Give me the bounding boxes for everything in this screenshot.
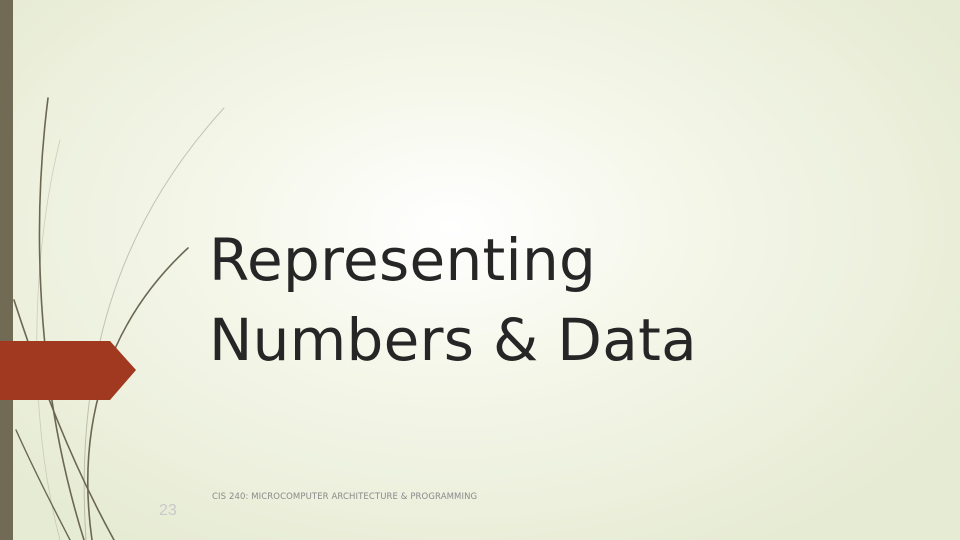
left-accent-bar — [0, 0, 13, 540]
title-line-1: Representing — [209, 226, 597, 294]
slide-title: Representing Numbers & Data — [209, 220, 909, 380]
arrow-marker-icon — [0, 341, 136, 400]
slide-number: 23 — [159, 502, 177, 519]
title-line-2: Numbers & Data — [209, 306, 697, 374]
slide-footer: CIS 240: MICROCOMPUTER ARCHITECTURE & PR… — [212, 492, 478, 502]
